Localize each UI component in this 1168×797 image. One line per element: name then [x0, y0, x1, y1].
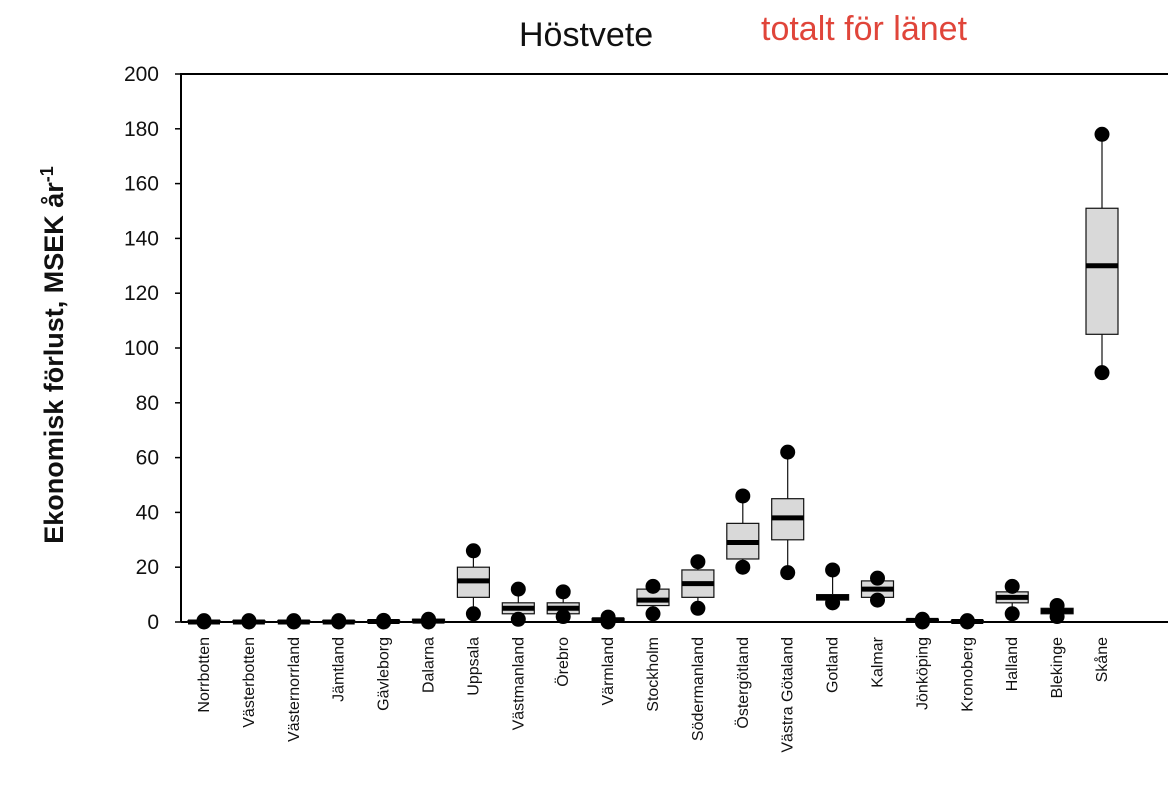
point-max — [510, 581, 526, 597]
y-tick-label: 180 — [124, 118, 159, 141]
box-iqr — [1085, 207, 1119, 335]
x-tick-label: Östergötland — [734, 637, 752, 729]
box-group — [322, 613, 356, 630]
point-min — [645, 606, 661, 622]
point-max — [555, 584, 571, 600]
point-min — [1094, 365, 1110, 381]
box-group — [860, 570, 895, 608]
x-tick-label: Västernorrland — [286, 637, 303, 742]
box-group — [232, 613, 266, 630]
box-group — [501, 581, 535, 627]
x-tick-label: Skåne — [1093, 637, 1111, 682]
point-min — [690, 600, 706, 616]
box-group — [726, 488, 760, 575]
x-tick-label: Jämtland — [331, 637, 348, 702]
box-group — [636, 578, 670, 622]
y-tick-label: 140 — [124, 227, 159, 250]
point-max — [870, 570, 885, 586]
box-group — [546, 584, 580, 625]
point-max — [645, 578, 661, 594]
point-max — [780, 444, 796, 460]
x-tick-label: Örebro — [554, 637, 572, 687]
point-max — [1004, 578, 1020, 594]
box-group — [1040, 598, 1074, 625]
point-min — [465, 606, 481, 622]
x-tick-label: Halland — [1004, 637, 1021, 691]
y-tick-label: 120 — [124, 282, 159, 305]
point-max — [1094, 126, 1110, 142]
x-tick-label: Kronoberg — [959, 637, 976, 712]
y-tick-label: 0 — [147, 611, 159, 634]
x-tick-label: Värmland — [600, 637, 617, 705]
point-min — [780, 565, 796, 581]
x-tick-label: Västerbotten — [241, 637, 258, 728]
point-min — [555, 609, 571, 625]
box-group — [771, 444, 805, 581]
box-group — [950, 613, 984, 630]
point-max — [825, 562, 841, 578]
x-tick-label: Kalmar — [870, 636, 887, 687]
point-min — [510, 611, 526, 627]
point-min — [735, 559, 751, 575]
plot-frame — [180, 73, 1168, 622]
point-max — [735, 488, 751, 504]
y-axis-label-text: Ekonomisk förlust, MSEK år — [39, 182, 69, 544]
y-tick-label: 160 — [124, 173, 159, 196]
y-tick-label: 60 — [136, 447, 159, 470]
box-group — [411, 611, 446, 630]
box-group — [1085, 126, 1119, 381]
box-group — [187, 613, 221, 630]
y-tick-label: 80 — [136, 392, 159, 415]
point-min — [959, 614, 975, 630]
x-tick-label: Stockholm — [645, 637, 662, 712]
point-min — [1049, 609, 1065, 625]
box-group — [367, 612, 401, 630]
chart-title: Höstvete — [519, 16, 653, 54]
y-axis-label-superscript: -1 — [37, 166, 57, 182]
point-max — [465, 543, 481, 559]
point-min — [914, 614, 930, 630]
box-group — [815, 562, 850, 611]
y-tick-label: 100 — [124, 337, 159, 360]
y-axis-label: Ekonomisk förlust, MSEK år-1 — [37, 166, 69, 544]
point-min — [600, 614, 616, 630]
x-tick-label: Jönköping — [914, 637, 931, 710]
point-min — [196, 614, 212, 630]
box-group — [995, 578, 1029, 622]
x-tick-label: Gävleborg — [376, 637, 393, 711]
point-min — [286, 614, 302, 630]
x-tick-label: Blekinge — [1049, 637, 1066, 698]
y-tick-label: 40 — [136, 501, 159, 524]
x-tick-label: Västra Götaland — [780, 637, 797, 753]
point-max — [1049, 598, 1065, 614]
point-min — [376, 614, 392, 630]
box-group — [681, 554, 715, 616]
box-group — [277, 613, 311, 630]
point-min — [825, 595, 841, 611]
box-group — [456, 543, 490, 622]
chart-subtitle: totalt för länet — [761, 10, 968, 48]
point-min — [1004, 606, 1020, 622]
y-tick-label: 20 — [136, 556, 159, 579]
point-min — [241, 614, 257, 630]
x-tick-label: Gotland — [825, 637, 842, 693]
x-tick-label: Dalarna — [421, 637, 438, 693]
plot-area: 0 20 40 60 80 100 120 140 160 180 200 Norrbotten Väs… — [124, 63, 1168, 753]
x-tick-label: Uppsala — [465, 637, 482, 696]
point-max — [690, 554, 706, 570]
box-group — [905, 611, 940, 630]
point-min — [421, 614, 436, 630]
x-tick-label: Södermanland — [690, 637, 707, 741]
point-min — [870, 592, 885, 608]
x-tick-label: Norrbotten — [196, 637, 213, 713]
box-group — [591, 609, 625, 630]
point-min — [331, 614, 347, 630]
y-tick-label: 200 — [124, 63, 159, 86]
x-tick-label: Västmanland — [510, 637, 527, 730]
